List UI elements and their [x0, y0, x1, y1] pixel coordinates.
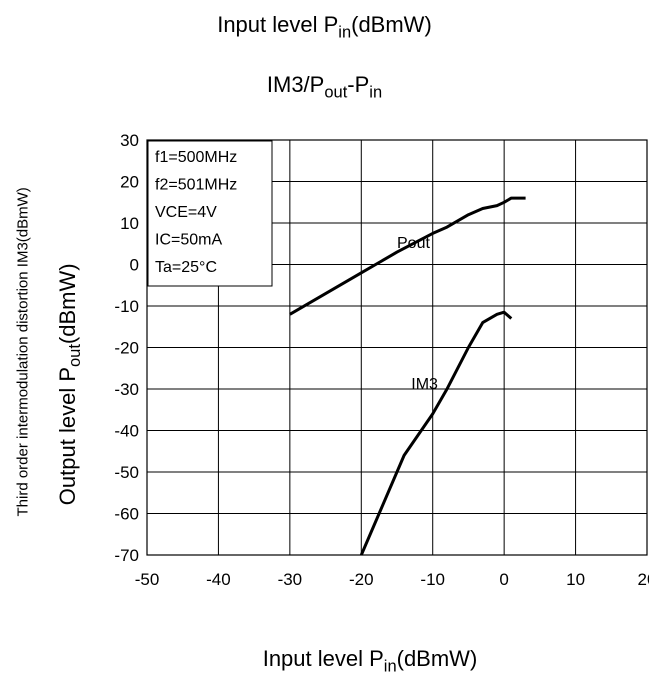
x-tick-label: -40 — [206, 570, 231, 589]
y-tick-label: -40 — [114, 422, 139, 441]
x-tick-label: 0 — [499, 570, 508, 589]
series-label-pout: Pout — [397, 235, 430, 252]
x-tick-label: -50 — [135, 570, 160, 589]
conditions-box — [147, 140, 273, 287]
x-tick-label: -10 — [420, 570, 445, 589]
x-tick-label: 10 — [566, 570, 585, 589]
y-tick-label: -10 — [114, 297, 139, 316]
y-tick-label: -20 — [114, 339, 139, 358]
chart-title: Input level Pin(dBmW) — [217, 12, 432, 42]
x-tick-label: -20 — [349, 570, 374, 589]
x-tick-label: 20 — [638, 570, 649, 589]
y-tick-label: 0 — [130, 256, 139, 275]
condition-text: IC=50mA — [155, 232, 222, 249]
series-line-im3 — [359, 310, 513, 556]
x-tick-label: -30 — [278, 570, 303, 589]
y-tick-label: 10 — [120, 214, 139, 233]
condition-text: Ta=25°C — [155, 259, 217, 276]
condition-text: f1=500MHz — [155, 149, 237, 166]
series-label-im3: IM3 — [411, 376, 438, 393]
series-line-pout — [289, 196, 526, 316]
condition-text: VCE=4V — [155, 204, 217, 221]
y-tick-label: -50 — [114, 463, 139, 482]
y-tick-label: -30 — [114, 380, 139, 399]
chart-subtitle: IM3/Pout-Pin — [266, 72, 383, 102]
condition-text: f2=501MHz — [155, 177, 237, 194]
y-tick-label: 20 — [120, 173, 139, 192]
y-tick-label: 30 — [120, 131, 139, 150]
x-axis-label: Input level Pin(dBmW) — [262, 646, 478, 676]
y-tick-label: -60 — [114, 505, 139, 524]
y-tick-label: -70 — [114, 546, 139, 565]
